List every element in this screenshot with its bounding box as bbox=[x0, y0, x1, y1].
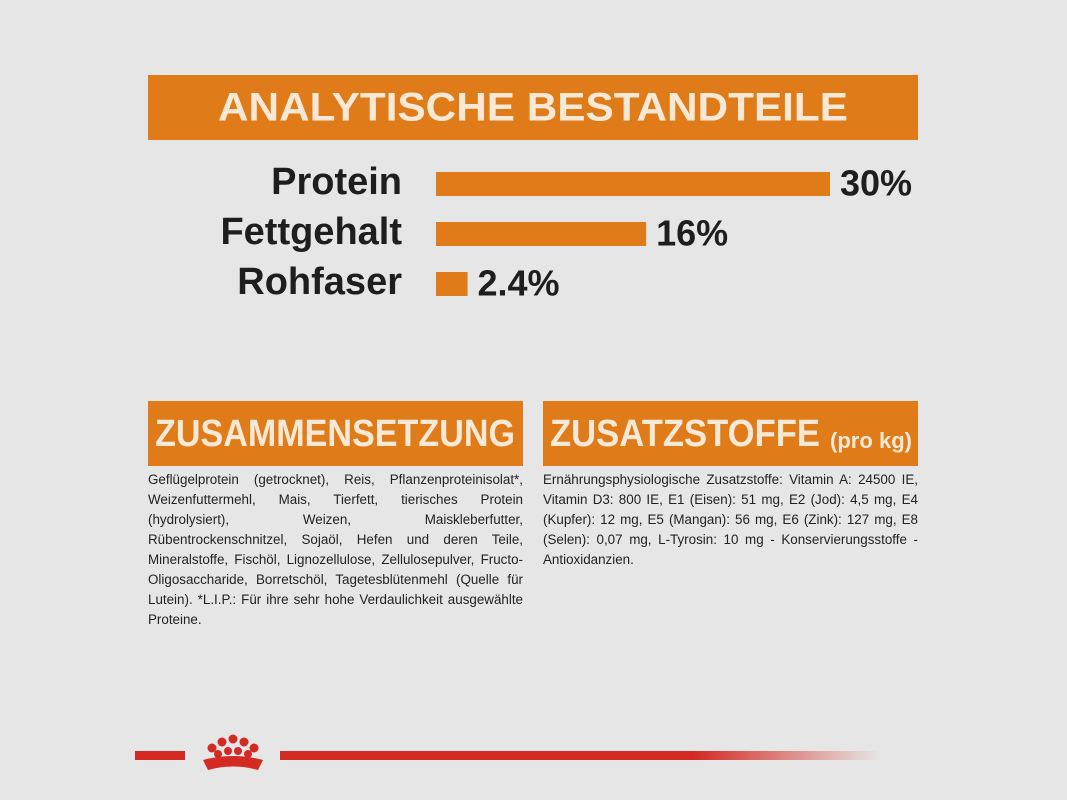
chart-title: ANALYTISCHE BESTANDTEILE bbox=[218, 86, 848, 130]
additives-text: Ernährungsphysiologische Zusatzstoffe: V… bbox=[543, 472, 918, 567]
bar bbox=[436, 222, 647, 246]
value-label: 2.4% bbox=[478, 263, 560, 304]
section-banner bbox=[543, 401, 918, 466]
value-label: 16% bbox=[656, 213, 728, 254]
bar bbox=[436, 172, 830, 196]
bar bbox=[436, 272, 468, 296]
category-label: Rohfaser bbox=[237, 261, 402, 303]
crown-logo bbox=[185, 734, 280, 772]
category-label: Protein bbox=[271, 161, 402, 203]
section-title-suffix: (pro kg) bbox=[830, 428, 912, 453]
title-banner bbox=[148, 75, 918, 140]
section-title: ZUSATZSTOFFE bbox=[550, 413, 820, 455]
section-banner bbox=[148, 401, 523, 466]
value-label: 30% bbox=[840, 163, 912, 204]
footer-stripe bbox=[135, 751, 880, 760]
section-title: ZUSAMMENSETZUNG bbox=[155, 413, 515, 455]
composition-text: Geflügelprotein (getrocknet), Reis, Pfla… bbox=[148, 472, 523, 627]
category-label: Fettgehalt bbox=[220, 211, 402, 253]
